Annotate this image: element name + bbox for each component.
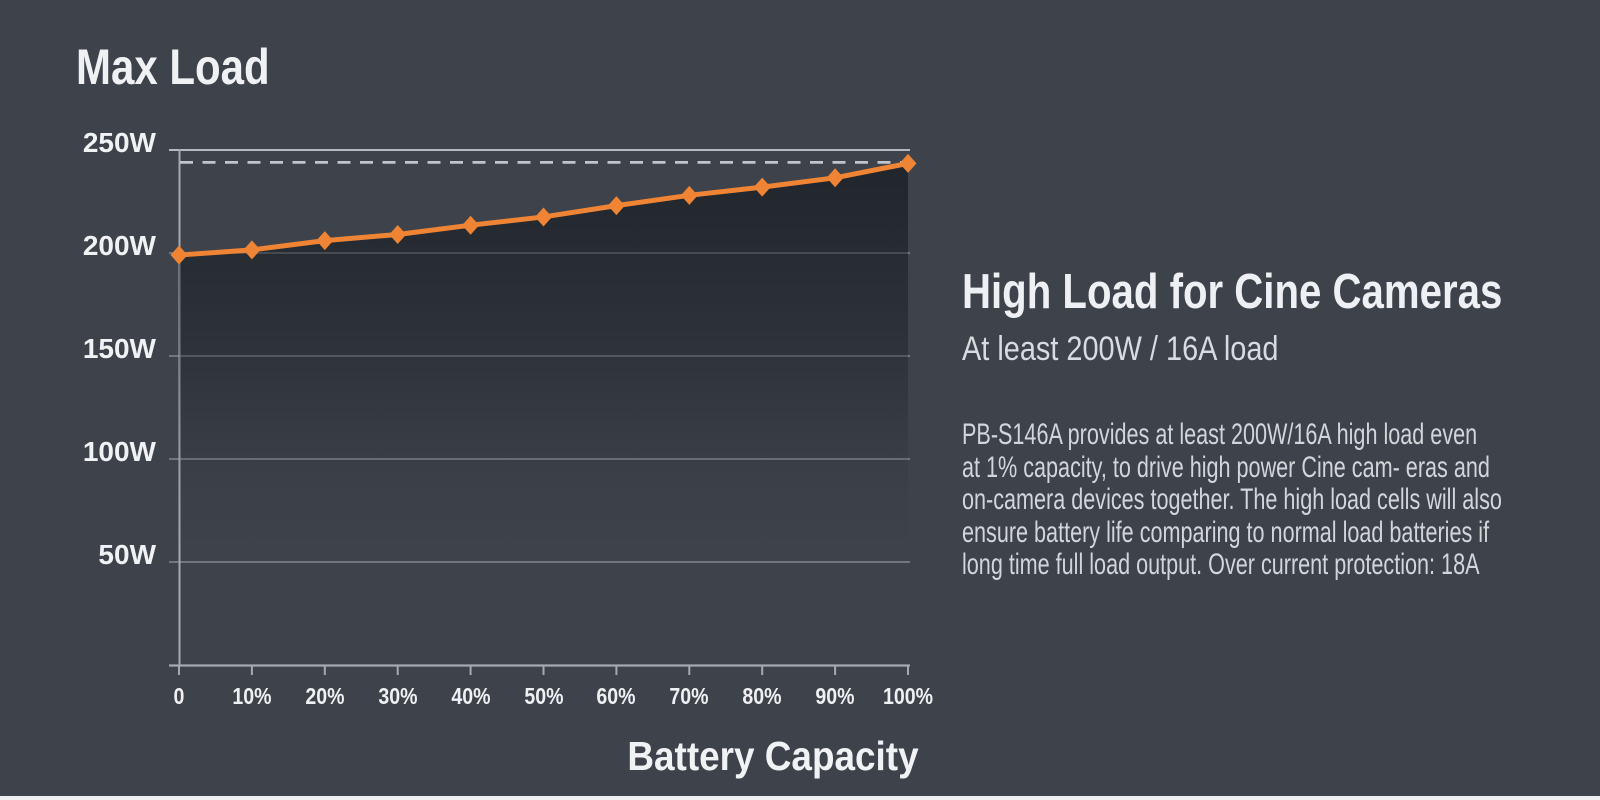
x-axis-tick-label: 30%: [378, 683, 418, 709]
data-point-marker: [316, 231, 334, 251]
x-axis-title: Battery Capacity: [627, 733, 919, 779]
data-point-marker: [753, 177, 771, 197]
x-axis-tick-label: 90%: [815, 683, 855, 709]
data-point-marker: [826, 168, 844, 188]
x-axis-tick-label: 0: [173, 683, 185, 709]
data-point-marker: [680, 185, 698, 205]
x-axis-tick-label: 100%: [882, 683, 933, 709]
bottom-divider: [0, 796, 1600, 800]
y-axis-tick-label: 100W: [82, 436, 156, 467]
data-point-marker: [170, 245, 188, 265]
data-point-marker: [607, 196, 625, 216]
panel-body-text: PB-S146A provides at least 200W/16A high…: [962, 418, 1502, 582]
data-point-marker: [462, 215, 480, 235]
x-axis-tick-label: 60%: [596, 683, 636, 709]
y-axis-tick-label: 250W: [82, 127, 156, 158]
panel-subheading: At least 200W / 16A load: [962, 330, 1279, 368]
body-line: ensure battery life comparing to normal …: [962, 515, 1490, 549]
data-point-marker: [535, 207, 552, 227]
panel-heading: High Load for Cine Cameras: [962, 265, 1503, 319]
x-axis-tick-label: 40%: [451, 683, 491, 709]
x-axis-tick-label: 20%: [305, 683, 345, 709]
y-axis-tick-label: 50W: [98, 539, 156, 570]
max-load-chart: [169, 149, 917, 675]
x-axis-tick-label: 50%: [523, 683, 564, 709]
body-line: PB-S146A provides at least 200W/16A high…: [962, 418, 1478, 451]
body-line: long time full load output. Over current…: [962, 548, 1480, 582]
x-axis-tick-label: 80%: [742, 683, 782, 709]
x-axis-tick-label: 10%: [232, 683, 272, 709]
body-line: on-camera devices together. The high loa…: [962, 483, 1502, 517]
x-axis-tick-label: 70%: [669, 683, 709, 709]
data-point-marker: [899, 153, 917, 173]
y-axis-tick-label: 150W: [82, 333, 156, 364]
data-point-marker: [243, 240, 261, 260]
data-point-marker: [389, 224, 407, 244]
chart-title: Max Load: [76, 39, 270, 95]
body-line: at 1% capacity, to drive high power Cine…: [962, 450, 1490, 484]
y-axis-tick-label: 200W: [82, 230, 156, 261]
